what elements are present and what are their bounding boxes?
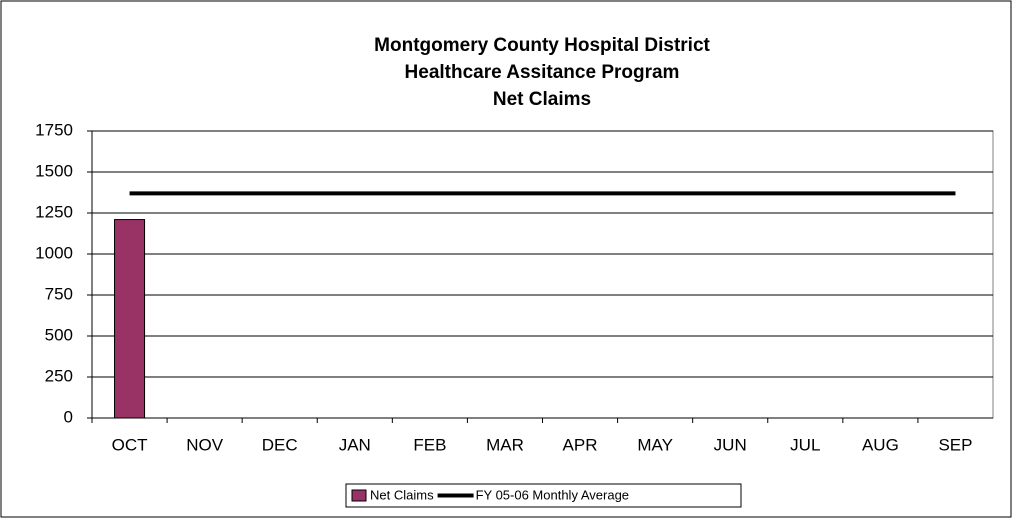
x-tick-label: FEB [413,435,446,454]
bar [114,219,146,419]
x-tick-label: JUL [790,435,820,454]
legend-label: FY 05-06 Monthly Average [476,487,629,502]
legend-box [345,483,742,508]
x-tick-label: MAR [486,435,524,454]
plot-area [91,130,994,419]
y-tick-label: 0 [64,407,73,426]
y-tick-label: 1000 [35,243,73,262]
chart-title: Healthcare Assitance Program [405,62,680,83]
x-tick-label: AUG [862,435,899,454]
x-tick-label: DEC [262,435,298,454]
y-tick-label: 1750 [35,120,73,139]
y-tick-label: 1250 [35,202,73,221]
x-tick-label: OCT [112,435,148,454]
x-tick-label: NOV [186,435,224,454]
chart-title: Montgomery County Hospital District [374,35,710,56]
y-tick-label: 1500 [35,161,73,180]
legend-label: Net Claims [370,487,434,502]
x-tick-label: JUN [714,435,747,454]
x-tick-label: APR [563,435,598,454]
y-tick-label: 500 [45,325,73,344]
chart-title: Net Claims [493,89,591,110]
x-tick-label: SEP [938,435,972,454]
legend-swatch [351,489,367,502]
y-tick-label: 750 [45,284,73,303]
x-tick-label: JAN [339,435,371,454]
x-tick-label: MAY [637,435,673,454]
y-tick-label: 250 [45,366,73,385]
